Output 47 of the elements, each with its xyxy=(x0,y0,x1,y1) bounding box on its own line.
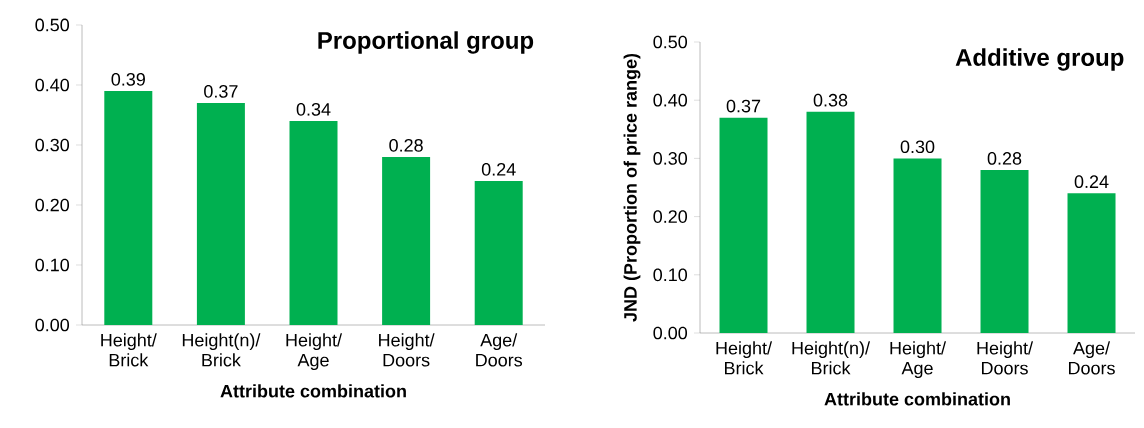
y-tick-label: 0.40 xyxy=(35,78,70,92)
data-label: 0.37 xyxy=(726,99,761,113)
chart-title: Proportional group xyxy=(318,31,534,54)
data-label: 0.39 xyxy=(111,72,145,86)
y-tick-label: 0.00 xyxy=(35,318,70,332)
x-tick-label: Height/ Brick xyxy=(716,341,773,375)
data-label: 0.30 xyxy=(900,140,935,154)
y-tick-label: 0.10 xyxy=(653,268,688,282)
bar xyxy=(289,121,338,325)
y-axis-title: JND (Proportion of price range) xyxy=(623,53,641,322)
x-tick-label: Age/ Doors xyxy=(476,333,523,367)
y-tick-label: 0.00 xyxy=(653,326,688,340)
y-tick-label: 0.40 xyxy=(653,93,688,107)
bar xyxy=(196,103,245,325)
chart-title: Additive group xyxy=(955,48,1124,71)
y-tick-label: 0.10 xyxy=(35,258,70,272)
bar xyxy=(719,117,768,333)
x-tick-label: Height/ Age xyxy=(286,333,342,371)
y-tick-label: 0.50 xyxy=(35,18,70,32)
x-tick-label: Height/ Doors xyxy=(379,333,435,367)
data-label: 0.28 xyxy=(987,152,1022,165)
x-axis-title: Attribute combination xyxy=(824,392,1010,406)
y-tick-label: 0.20 xyxy=(653,210,688,223)
x-tick-label: Height/ Doors xyxy=(977,341,1034,375)
data-label: 0.34 xyxy=(296,102,331,116)
bar xyxy=(980,170,1029,333)
bar xyxy=(1067,193,1116,333)
bar xyxy=(806,111,855,333)
x-tick-label: Height/ Brick xyxy=(101,333,157,367)
x-tick-label: Height/ Age xyxy=(890,341,947,379)
bar xyxy=(104,91,153,325)
bar xyxy=(893,158,942,333)
y-tick-label: 0.20 xyxy=(35,198,70,212)
data-label: 0.28 xyxy=(389,138,423,152)
data-label: 0.38 xyxy=(813,93,848,107)
y-tick-label: 0.30 xyxy=(653,152,688,165)
y-tick-label: 0.50 xyxy=(653,35,688,49)
bar xyxy=(474,181,523,325)
x-tick-label: Age/ Doors xyxy=(1068,341,1115,375)
bar xyxy=(382,157,431,325)
data-label: 0.37 xyxy=(204,84,238,98)
data-label: 0.24 xyxy=(1074,175,1109,189)
x-tick-label: Height(n)/ Brick xyxy=(792,341,871,375)
x-tick-label: Height(n)/ Brick xyxy=(182,333,261,367)
x-axis-title: Attribute combination xyxy=(220,384,406,398)
y-tick-label: 0.30 xyxy=(35,138,70,152)
data-label: 0.24 xyxy=(481,162,516,176)
